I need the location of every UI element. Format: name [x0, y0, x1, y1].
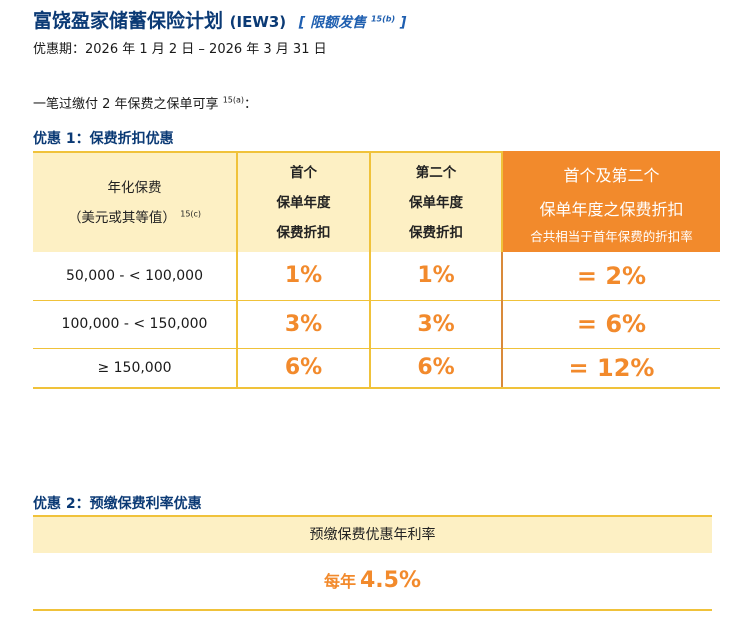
header-total-discount: 首个及第二个 保单年度之保费折扣 合共相当于首年保费的折扣率 [502, 151, 720, 252]
table-row: 100,000 - < 150,000 3% 3% = 6% [33, 300, 720, 349]
second-year-discount-cell: 6% [369, 348, 502, 389]
first-year-discount-cell: 6% [236, 348, 370, 389]
offer1-title: 优惠 1：保费折扣优惠 [33, 131, 174, 147]
limited-sale-close: ] [395, 15, 407, 31]
table-row: 50,000 - < 100,000 1% 1% = 2% [33, 252, 720, 301]
header-annual-premium-ref: 15(c) [180, 209, 202, 218]
header-total-line2: 保单年度之保费折扣 [539, 199, 684, 219]
prepayment-rate-value-row: 每年 4.5% [33, 553, 712, 611]
intro-text: 一笔过缴付 2 年保费之保单可享 [33, 97, 219, 112]
plan-name: 富饶盈家储蓄保险计划 [33, 10, 224, 32]
premium-discount-table: 年化保费 （美元或其等值） 15(c) 首个 保单年度 保费折扣 第二个 保单年… [33, 151, 720, 389]
header-first-year-line1: 首个 [290, 164, 317, 181]
header-total-line3: 合共相当于首年保费的折扣率 [530, 228, 693, 244]
premium-range-cell: 100,000 - < 150,000 [33, 300, 237, 349]
intro-line: 一笔过缴付 2 年保费之保单可享 15(a)： [33, 93, 257, 112]
intro-ref: 15(a) [222, 95, 245, 105]
header-annual-premium: 年化保费 （美元或其等值） 15(c) [33, 151, 238, 252]
header-annual-premium-line2-wrap: （美元或其等值） 15(c) [33, 203, 236, 233]
prepayment-rate-value: 4.5% [360, 568, 422, 593]
header-second-year-line2: 保单年度 [409, 194, 463, 211]
total-discount-cell: = 6% [501, 300, 720, 349]
total-discount-cell: = 12% [501, 348, 720, 389]
premium-range-cell: ≥ 150,000 [33, 348, 237, 389]
header-first-year-line3: 保费折扣 [276, 224, 331, 241]
header-first-year-line2: 保单年度 [276, 194, 331, 211]
plan-code: (IEW3) [229, 13, 287, 31]
header-annual-premium-line2: （美元或其等值） [67, 209, 176, 226]
offer-period: 优惠期：2026 年 1 月 2 日 – 2026 年 3 月 31 日 [33, 42, 327, 57]
table-row: ≥ 150,000 6% 6% = 12% [33, 348, 720, 389]
header-second-year-discount: 第二个 保单年度 保费折扣 [370, 151, 503, 252]
table-header-row: 年化保费 （美元或其等值） 15(c) 首个 保单年度 保费折扣 第二个 保单年… [33, 151, 720, 252]
prepayment-rate-header: 预缴保费优惠年利率 [33, 515, 712, 553]
offer2-title: 优惠 2：预缴保费利率优惠 [33, 496, 202, 512]
limited-sale-label: [ 限额发售 [298, 15, 367, 31]
first-year-discount-cell: 1% [236, 252, 370, 301]
total-discount-cell: = 2% [501, 252, 720, 301]
second-year-discount-cell: 3% [369, 300, 502, 349]
limited-sale-ref: 15(b) [370, 14, 396, 24]
prepayment-rate-prefix: 每年 [323, 572, 356, 591]
header-annual-premium-line1: 年化保费 [107, 179, 162, 196]
header-second-year-line3: 保费折扣 [409, 224, 463, 241]
premium-range-cell: 50,000 - < 100,000 [33, 252, 237, 301]
second-year-discount-cell: 1% [369, 252, 502, 301]
header-second-year-line1: 第二个 [415, 164, 457, 181]
header-total-line1: 首个及第二个 [563, 165, 660, 185]
prepayment-rate-table: 预缴保费优惠年利率 每年 4.5% [33, 515, 712, 611]
intro-colon: ： [244, 97, 258, 112]
plan-title: 富饶盈家储蓄保险计划 (IEW3) [ 限额发售 15(b) ] [33, 6, 406, 33]
first-year-discount-cell: 3% [236, 300, 370, 349]
header-first-year-discount: 首个 保单年度 保费折扣 [237, 151, 371, 252]
limited-sale-note: [ 限额发售 15(b) ] [299, 15, 407, 31]
